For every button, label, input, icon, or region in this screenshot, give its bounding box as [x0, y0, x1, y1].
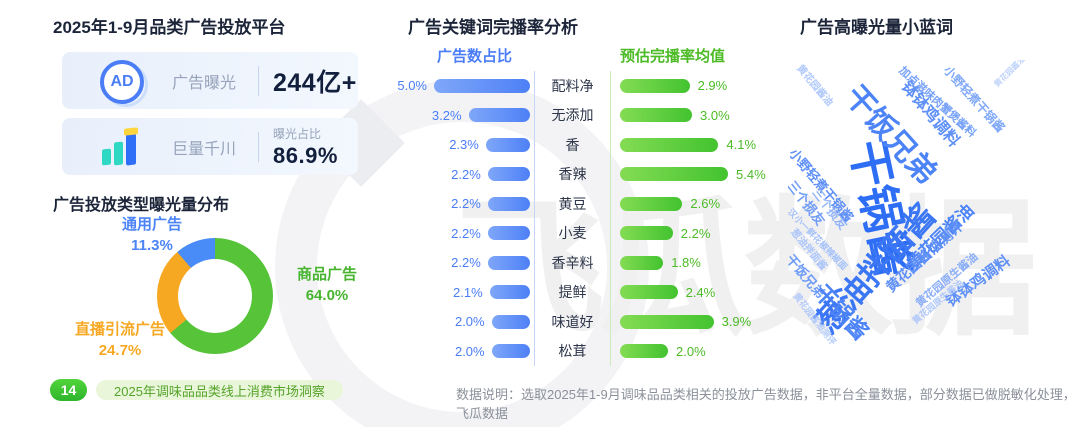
completion-value: 2.0% — [676, 343, 706, 359]
donut-label-product-ads: 商品广告 64.0% — [296, 266, 357, 304]
report-title-badge: 2025年调味品品类线上消费市场洞察 — [96, 380, 343, 400]
completion-bar — [620, 167, 728, 182]
keyword-row: 2.0% 松茸 2.0% — [405, 336, 775, 366]
ad-share-value: 2.2% — [451, 196, 481, 212]
keyword-row: 2.2% 香辛料 1.8% — [405, 248, 775, 278]
completion-bar — [620, 196, 683, 211]
keyword-row: 2.2% 香辣 5.4% — [405, 159, 775, 189]
completion-bar — [620, 108, 692, 123]
completion-rate-header: 预估完播率均值 — [620, 48, 726, 65]
ad-share-value: 2.0% — [454, 314, 485, 330]
ad-share-bar — [487, 255, 530, 270]
keyword-row: 2.2% 小麦 2.2% — [405, 218, 775, 248]
keyword-label: 黄豆 — [558, 195, 587, 212]
keyword-row: 2.1% 提鲜 2.4% — [405, 277, 775, 307]
keyword-row: 2.0% 味道好 3.9% — [405, 307, 775, 337]
completion-bar — [620, 344, 668, 359]
ad-share-bar — [487, 196, 530, 211]
card-divider — [258, 65, 259, 96]
ad-share-value: 2.1% — [453, 284, 483, 300]
donut-label-live-ads: 直播引流广告 24.7% — [74, 321, 165, 359]
ad-badge-icon: AD — [100, 59, 148, 107]
completion-value: 5.4% — [736, 166, 766, 182]
keyword-label: 无添加 — [551, 107, 594, 124]
ad-share-header: 广告数占比 — [437, 48, 513, 65]
ad-share-bar — [434, 78, 530, 93]
keyword-label: 香辛料 — [551, 254, 594, 271]
completion-value: 2.6% — [690, 196, 721, 212]
ad-exposure-value: 244亿+ — [273, 68, 357, 97]
ad-exposure-label: 广告曝光 — [172, 74, 237, 92]
keyword-label: 香 — [565, 136, 580, 153]
keyword-row: 2.2% 黄豆 2.6% — [405, 189, 775, 219]
keyword-label: 小麦 — [558, 225, 587, 242]
ad-share-value: 2.2% — [451, 166, 481, 182]
ad-share-bar — [487, 226, 530, 241]
completion-value: 4.1% — [726, 137, 757, 153]
keyword-row: 5.0% 配料净 2.9% — [397, 71, 775, 101]
keyword-label: 配料净 — [551, 77, 594, 94]
keyword-label: 提鲜 — [558, 284, 587, 301]
ad-share-bar — [489, 285, 530, 300]
ad-share-value: 2.3% — [449, 137, 479, 153]
keyword-section-title: 广告关键词完播率分析 — [408, 18, 578, 37]
donut-label-generic-ads: 通用广告 11.3% — [121, 216, 182, 254]
data-disclaimer: 数据说明：选取2025年1-9月调味品品类相关的投放广告数据，非平台全量数据，部… — [456, 387, 1076, 421]
completion-bar — [620, 137, 719, 152]
completion-value: 1.8% — [671, 255, 701, 271]
donut-hole — [178, 259, 252, 333]
completion-value: 3.0% — [700, 107, 730, 123]
ad-share-value: 2.2% — [451, 225, 481, 241]
completion-bar — [620, 285, 678, 300]
completion-bar — [620, 255, 664, 270]
ad-share-value: 3.2% — [431, 107, 462, 123]
ad-share-value: 2.0% — [454, 343, 485, 359]
ad-share-bar — [485, 137, 530, 152]
keyword-row: 2.3% 香 4.1% — [405, 130, 775, 160]
keyword-row: 3.2% 无添加 3.0% — [405, 100, 775, 130]
donut-section-title: 广告投放类型曝光量分布 — [53, 197, 230, 214]
donut-chart — [157, 238, 273, 354]
page-number-badge: 14 — [50, 379, 87, 401]
keyword-label: 味道好 — [551, 313, 594, 330]
ad-exposure-card: AD 广告曝光 244亿+ — [62, 52, 358, 109]
keyword-label: 松茸 — [558, 343, 587, 360]
keyword-chart-rows: 5.0% 配料净 2.9% 3.2% 无添加 3.0% 2.3% 香 4.1% 2.2% 香辣 5.4… — [397, 71, 775, 366]
ad-share-value: 2.2% — [451, 255, 481, 271]
ad-share-bar — [468, 108, 530, 123]
cloud-word: 黄花园酱油 — [794, 63, 835, 109]
cloud-word: 黄花园酱油测评 — [992, 60, 1039, 89]
completion-bar — [620, 314, 714, 329]
completion-value: 2.9% — [697, 78, 728, 94]
completion-bar — [620, 226, 673, 241]
ad-share-bar — [491, 314, 530, 329]
card-divider — [258, 131, 259, 162]
ad-share-value: 5.0% — [397, 78, 427, 94]
wordcloud-section-title: 广告高曝光量小蓝词 — [800, 18, 953, 37]
completion-value: 2.2% — [680, 225, 711, 241]
completion-bar — [620, 78, 690, 93]
ad-share-bar — [487, 167, 530, 182]
ad-share-bar — [491, 344, 530, 359]
completion-value: 3.9% — [721, 314, 752, 330]
qianchuan-label: 巨量千川 — [172, 140, 237, 158]
word-cloud: 干锅酱 干饭兄弟 葱油拌面酱 钵钵鸡调料 加点滋味肉蟹煲酱料 小野轻煮干锅酱 小野轻煮干锅酱… — [788, 60, 1050, 372]
bar-chart-icon — [100, 126, 142, 167]
exposure-share-caption: 曝光占比 — [273, 126, 322, 141]
keyword-label: 香辣 — [558, 166, 587, 183]
platform-section-title: 2025年1-9月品类广告投放平台 — [53, 18, 286, 37]
qianchuan-card: 巨量千川 曝光占比 86.9% — [62, 118, 358, 175]
completion-value: 2.4% — [685, 284, 716, 300]
exposure-share-value: 86.9% — [273, 142, 338, 168]
